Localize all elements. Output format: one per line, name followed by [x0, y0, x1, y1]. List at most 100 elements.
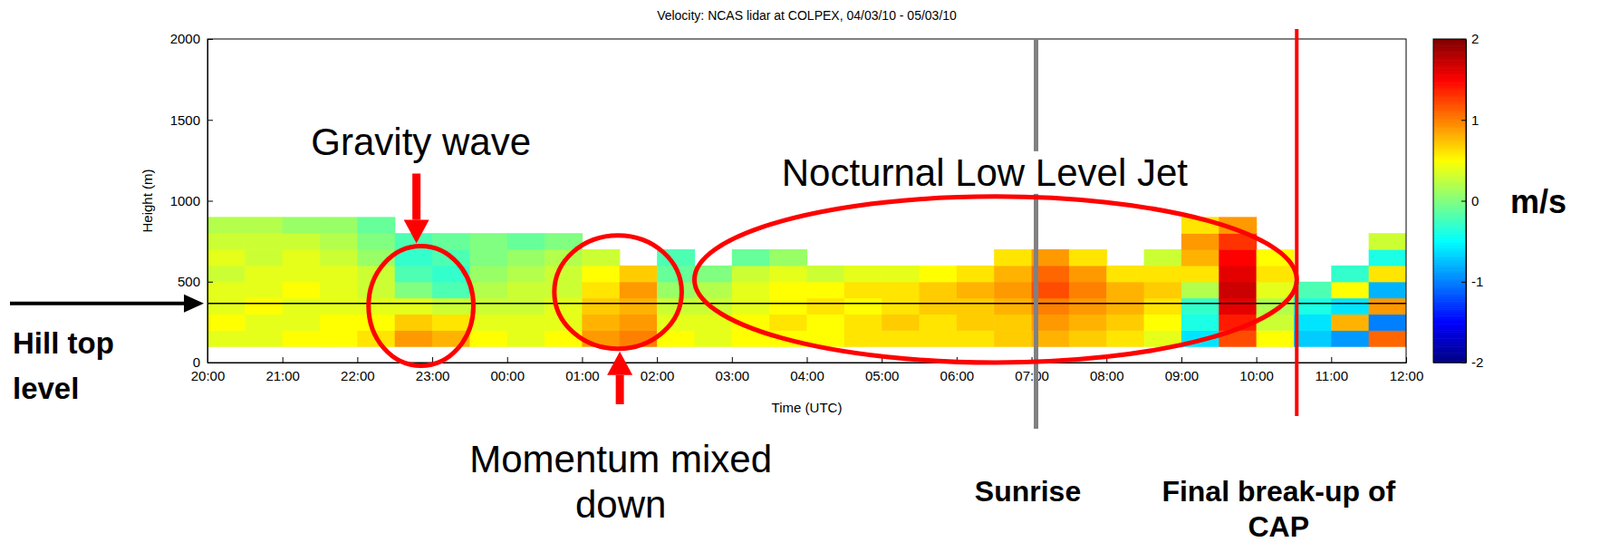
- heat-cell: [356, 232, 396, 250]
- heat-cell: [581, 249, 620, 266]
- heat-cell: [319, 329, 358, 347]
- heat-cell: [1368, 232, 1407, 250]
- heat-cell: [319, 265, 358, 282]
- heat-cell: [919, 265, 958, 282]
- heat-cell: [244, 329, 283, 347]
- heat-cell: [993, 265, 1032, 282]
- heat-cell: [507, 249, 546, 266]
- heat-cell: [207, 329, 246, 347]
- heat-cell: [356, 216, 396, 233]
- heat-cell: [919, 329, 958, 347]
- x-tick: 22:00: [340, 356, 376, 384]
- heat-cell: [1106, 298, 1145, 315]
- heat-cell: [395, 329, 434, 347]
- heat-cell: [1106, 281, 1145, 299]
- y-tick-label: 0: [192, 354, 201, 370]
- heat-cell: [1181, 313, 1220, 330]
- x-tick-mark: [507, 356, 509, 363]
- colorbar-tick-mark: [1461, 362, 1466, 364]
- heat-cell: [207, 281, 246, 299]
- x-tick: 02:00: [640, 356, 675, 384]
- heat-cell: [507, 313, 546, 330]
- heat-cell: [956, 329, 995, 347]
- heat-cell: [282, 298, 321, 315]
- annotation-arrow-head: [404, 219, 430, 243]
- heat-cell: [319, 281, 358, 299]
- heat-cell: [956, 298, 995, 315]
- hill-arrow-shaft: [9, 301, 188, 306]
- heat-cell: [282, 216, 321, 233]
- text-line: down: [575, 482, 666, 526]
- colorbar-tick-label: 1: [1471, 112, 1479, 128]
- heat-cell: [244, 232, 283, 250]
- y-tick-label: 1500: [170, 112, 201, 128]
- x-tick-label: 09:00: [1165, 367, 1200, 384]
- x-tick: 08:00: [1089, 356, 1125, 384]
- heat-cell: [282, 313, 321, 330]
- heat-cell: [1218, 298, 1257, 315]
- heat-cell: [544, 281, 583, 299]
- heat-cell: [1218, 265, 1257, 282]
- colorbar-label: m/s: [1510, 183, 1567, 221]
- heat-cell: [1330, 313, 1369, 330]
- y-tick-mark: [207, 201, 213, 203]
- heat-cell: [732, 281, 771, 299]
- heat-cell: [919, 298, 958, 315]
- heat-cell: [356, 281, 396, 299]
- heat-cell: [919, 281, 958, 299]
- heat-cell: [356, 313, 396, 330]
- y-tick-label: 500: [177, 273, 201, 290]
- heat-cell: [1293, 298, 1332, 315]
- heat-cell: [732, 265, 771, 282]
- heat-cell: [1106, 329, 1145, 347]
- heat-cell: [844, 298, 883, 315]
- heat-cell: [1144, 265, 1183, 282]
- x-tick-label: 01:00: [565, 367, 600, 384]
- heat-cell: [207, 298, 246, 315]
- heat-cell: [244, 265, 283, 282]
- heat-cell: [1293, 281, 1332, 299]
- heat-cell: [881, 265, 920, 282]
- heat-cell: [1368, 249, 1407, 266]
- heat-cell: [544, 265, 583, 282]
- heat-cell: [993, 298, 1032, 315]
- heat-cell: [244, 216, 283, 233]
- colorbar-tick: 0: [1461, 192, 1479, 209]
- colorbar-tick-mark: [1461, 38, 1466, 40]
- hill-arrow-head: [183, 294, 204, 313]
- heat-cell: [207, 232, 246, 250]
- annotation-ellipse: [368, 245, 474, 366]
- heat-cell: [1069, 298, 1108, 315]
- text-line: CAP: [1247, 510, 1310, 543]
- colorbar-tick-label: 0: [1471, 192, 1479, 209]
- chart: 20:0021:0022:0023:0000:0001:0002:0003:00…: [0, 0, 1600, 552]
- heat-cell: [207, 265, 246, 282]
- x-tick-mark: [356, 356, 358, 363]
- heat-cell: [693, 265, 733, 282]
- x-tick: 09:00: [1165, 356, 1200, 384]
- heat-cell: [807, 265, 846, 282]
- text-line: Sunrise: [974, 474, 1081, 508]
- x-tick: 03:00: [715, 356, 751, 384]
- heat-cell: [619, 265, 658, 282]
- colorbar-axis: -2-1012: [1461, 30, 1484, 370]
- colorbar-tick: 1: [1461, 112, 1479, 128]
- x-tick-mark: [732, 356, 733, 363]
- heat-cell: [844, 265, 883, 282]
- x-axis-title: Time (UTC): [771, 399, 843, 415]
- colorbar-tick-label: 2: [1471, 30, 1479, 47]
- heat-cell: [1256, 329, 1295, 347]
- heat-cell: [319, 298, 358, 315]
- heat-cell: [507, 329, 546, 347]
- hill-top-label: Hill toplevel: [12, 326, 115, 405]
- heat-cell: [1069, 329, 1108, 347]
- x-tick-label: 22:00: [340, 367, 376, 384]
- markers: SunriseFinal break-up ofCAP: [974, 28, 1397, 543]
- heat-cell: [1368, 329, 1407, 347]
- heat-cell: [544, 298, 583, 315]
- x-tick-label: 07:00: [1014, 367, 1050, 384]
- heat-cell: [769, 313, 808, 330]
- heat-cell: [469, 329, 508, 347]
- text-line: Hill top: [12, 326, 115, 360]
- heat-cell: [432, 298, 471, 315]
